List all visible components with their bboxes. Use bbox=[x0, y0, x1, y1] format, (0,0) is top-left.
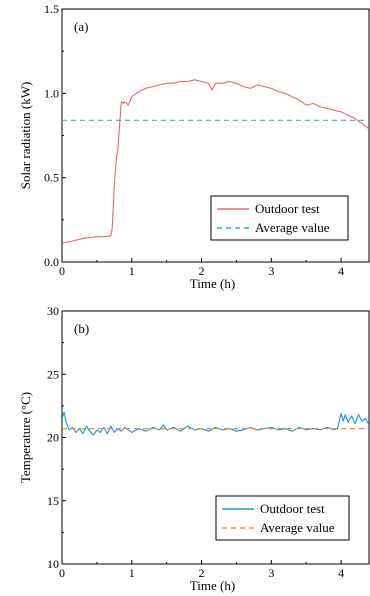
x-axis-label: Time (h) bbox=[190, 276, 235, 291]
x-axis-label: Time (h) bbox=[190, 578, 235, 593]
y-tick-label: 1.0 bbox=[44, 86, 59, 100]
chart-panel-a: 0 1 2 3 4 0.0 0.5 1.0 1.5 Time (h) Solar radiation… bbox=[18, 2, 370, 291]
y-tick-label: 25 bbox=[47, 367, 59, 381]
series-line-outdoor-test bbox=[62, 411, 369, 436]
x-tick-label: 0 bbox=[59, 264, 65, 278]
legend-label: Average value bbox=[255, 220, 330, 235]
panel-label: (a) bbox=[74, 19, 88, 34]
x-tick-label: 2 bbox=[199, 264, 205, 278]
x-tick-label: 1 bbox=[129, 566, 135, 580]
y-tick-label: 0.5 bbox=[44, 171, 59, 185]
y-tick-label: 0.0 bbox=[44, 255, 59, 269]
x-tick-label: 4 bbox=[338, 264, 344, 278]
panel-label: (b) bbox=[74, 321, 89, 336]
x-tick-label: 0 bbox=[59, 566, 65, 580]
y-tick-label: 15 bbox=[47, 494, 59, 508]
legend-label: Outdoor test bbox=[260, 501, 325, 516]
x-tick-label: 3 bbox=[268, 264, 274, 278]
y-tick-label: 1.5 bbox=[44, 2, 59, 16]
y-tick-label: 10 bbox=[47, 557, 59, 571]
legend-box bbox=[215, 495, 350, 541]
y-tick-label: 30 bbox=[47, 304, 59, 318]
x-tick-label: 1 bbox=[129, 264, 135, 278]
x-tick-label: 4 bbox=[338, 566, 344, 580]
y-tick-label: 20 bbox=[47, 431, 59, 445]
y-axis-label: Solar radiation (kW) bbox=[18, 82, 33, 190]
legend-box bbox=[210, 195, 349, 241]
legend-label: Average value bbox=[260, 520, 335, 535]
y-axis-label: Temperature (°C) bbox=[18, 392, 33, 483]
x-tick-label: 3 bbox=[268, 566, 274, 580]
series-line-outdoor-test bbox=[62, 79, 369, 244]
chart-panel-b: 0 1 2 3 4 10 15 20 25 30 Time (h) Temperature (°C) (… bbox=[18, 304, 370, 593]
x-tick-label: 2 bbox=[199, 566, 205, 580]
legend-label: Outdoor test bbox=[255, 201, 320, 216]
